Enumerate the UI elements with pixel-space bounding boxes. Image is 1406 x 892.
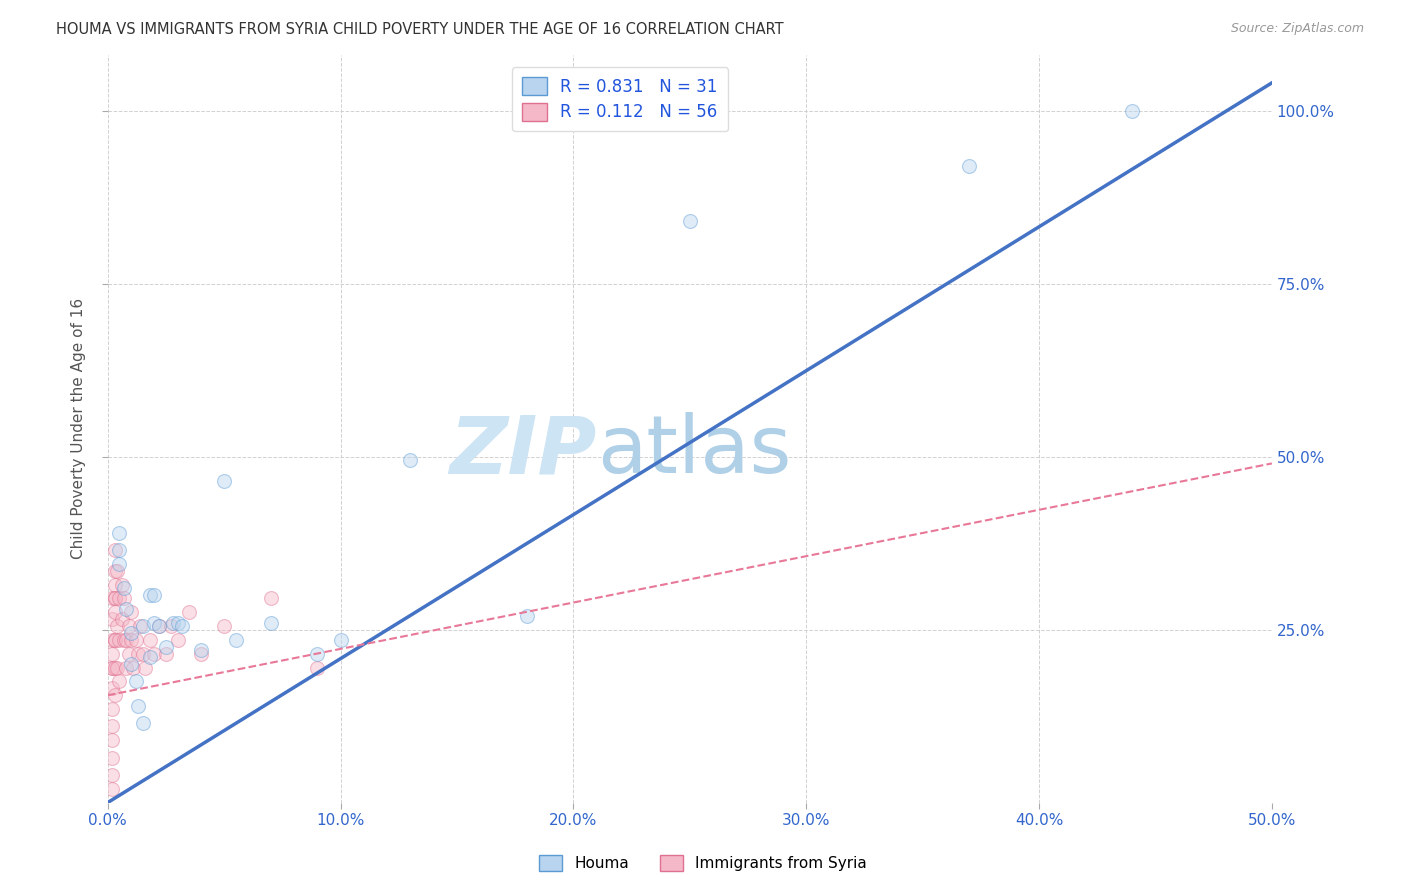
Point	[138, 588, 160, 602]
Point	[679, 214, 702, 228]
Point	[112, 581, 135, 595]
Text: HOUMA VS IMMIGRANTS FROM SYRIA CHILD POVERTY UNDER THE AGE OF 16 CORRELATION CHA: HOUMA VS IMMIGRANTS FROM SYRIA CHILD POV…	[56, 22, 785, 37]
Point	[105, 564, 128, 578]
Point	[212, 619, 235, 633]
Point	[104, 577, 127, 591]
Point	[120, 605, 142, 619]
Text: ZIP: ZIP	[450, 412, 596, 491]
Point	[172, 619, 194, 633]
Point	[399, 453, 422, 467]
Point	[148, 619, 170, 633]
Point	[108, 557, 131, 571]
Point	[101, 719, 124, 733]
Point	[101, 681, 124, 696]
Point	[104, 591, 127, 606]
Point	[115, 660, 138, 674]
Point	[190, 643, 212, 657]
Point	[131, 715, 153, 730]
Point	[108, 674, 131, 689]
Point	[118, 619, 141, 633]
Point	[179, 605, 201, 619]
Point	[143, 647, 166, 661]
Y-axis label: Child Poverty Under the Age of 16: Child Poverty Under the Age of 16	[72, 298, 86, 559]
Point	[131, 647, 153, 661]
Point	[190, 647, 212, 661]
Point	[115, 601, 138, 615]
Point	[131, 619, 153, 633]
Point	[127, 698, 149, 713]
Point	[143, 588, 166, 602]
Point	[101, 702, 124, 716]
Text: Source: ZipAtlas.com: Source: ZipAtlas.com	[1230, 22, 1364, 36]
Point	[104, 632, 127, 647]
Point	[957, 159, 980, 173]
Point	[112, 591, 135, 606]
Point	[108, 591, 131, 606]
Point	[104, 591, 127, 606]
Point	[105, 619, 128, 633]
Point	[138, 650, 160, 665]
Point	[101, 660, 124, 674]
Point	[516, 608, 538, 623]
Point	[134, 660, 156, 674]
Point	[101, 768, 124, 782]
Point	[122, 660, 145, 674]
Point	[104, 688, 127, 702]
Point	[138, 632, 160, 647]
Point	[101, 632, 124, 647]
Text: atlas: atlas	[596, 412, 792, 491]
Point	[143, 615, 166, 630]
Point	[112, 632, 135, 647]
Point	[104, 660, 127, 674]
Point	[127, 647, 149, 661]
Point	[329, 632, 352, 647]
Point	[120, 626, 142, 640]
Point	[120, 657, 142, 672]
Point	[125, 632, 148, 647]
Point	[101, 612, 124, 626]
Point	[104, 605, 127, 619]
Point	[166, 615, 188, 630]
Point	[104, 632, 127, 647]
Point	[111, 612, 134, 626]
Point	[111, 577, 134, 591]
Point	[101, 781, 124, 796]
Point	[125, 674, 148, 689]
Point	[115, 632, 138, 647]
Point	[101, 591, 124, 606]
Point	[155, 647, 177, 661]
Point	[260, 615, 283, 630]
Point	[225, 632, 247, 647]
Point	[1121, 103, 1143, 118]
Point	[260, 591, 283, 606]
Point	[105, 660, 128, 674]
Point	[166, 632, 188, 647]
Point	[162, 615, 184, 630]
Point	[101, 647, 124, 661]
Point	[101, 660, 124, 674]
Point	[108, 543, 131, 558]
Point	[108, 632, 131, 647]
Point	[104, 564, 127, 578]
Point	[129, 619, 152, 633]
Point	[148, 619, 170, 633]
Point	[212, 474, 235, 488]
Point	[159, 619, 181, 633]
Point	[104, 543, 127, 558]
Point	[101, 733, 124, 747]
Point	[101, 750, 124, 764]
Point	[155, 640, 177, 654]
Point	[108, 525, 131, 540]
Point	[307, 647, 329, 661]
Legend: Houma, Immigrants from Syria: Houma, Immigrants from Syria	[533, 849, 873, 877]
Legend: R = 0.831   N = 31, R = 0.112   N = 56: R = 0.831 N = 31, R = 0.112 N = 56	[512, 67, 728, 131]
Point	[307, 660, 329, 674]
Point	[118, 647, 141, 661]
Point	[120, 632, 142, 647]
